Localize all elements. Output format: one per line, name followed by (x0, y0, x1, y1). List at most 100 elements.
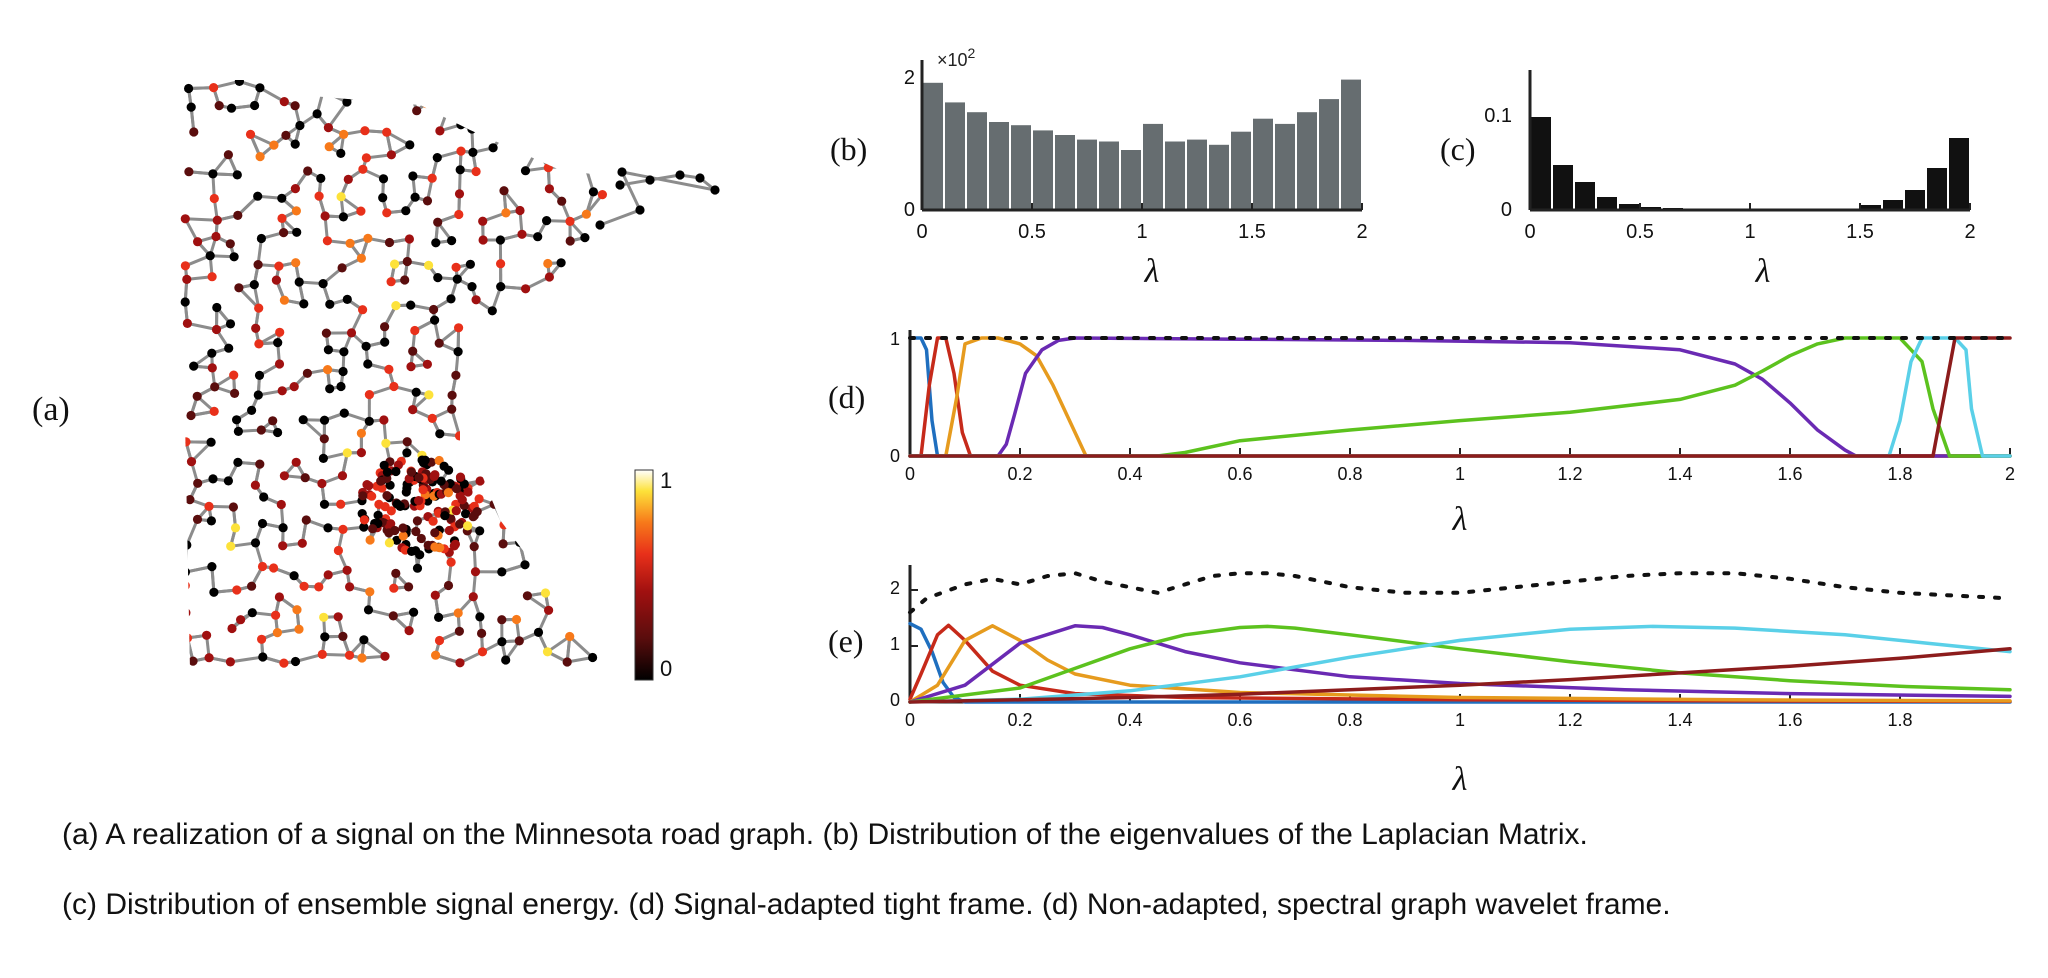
graph-node (254, 303, 264, 313)
graph-node (446, 294, 456, 304)
graph-node (412, 516, 422, 526)
graph-node (474, 494, 484, 504)
graph-edge (621, 170, 716, 192)
filter-response-line (908, 336, 2012, 458)
graph-node (323, 365, 333, 375)
graph-edge (556, 131, 567, 145)
x-tick-label: 1.8 (1887, 464, 1912, 484)
graph-node (338, 631, 348, 642)
graph-node (379, 460, 389, 470)
graph-edge (184, 612, 189, 639)
graph-node (212, 215, 222, 225)
graph-node (380, 337, 390, 347)
graph-node (250, 538, 261, 548)
graph-node (225, 319, 236, 329)
panel-e-label: (e) (828, 623, 864, 659)
road-graph-panel: (a) 1 0 (32, 80, 720, 681)
panel-d-lines (908, 336, 2012, 458)
graph-node (542, 647, 553, 657)
histogram-bar (1121, 150, 1141, 210)
graph-node (379, 415, 389, 425)
graph-node (333, 545, 343, 556)
graph-node (544, 184, 555, 194)
graph-node (382, 127, 392, 137)
x-tick-label: 1.5 (1238, 221, 1266, 243)
graph-node (447, 390, 457, 400)
graph-node (236, 615, 246, 625)
graph-node (382, 491, 392, 501)
graph-edge (237, 286, 260, 310)
graph-node (429, 304, 439, 315)
graph-node (233, 210, 243, 220)
graph-node (497, 567, 507, 577)
graph-node (299, 299, 309, 309)
graph-node (192, 391, 202, 401)
graph-node (277, 213, 287, 223)
graph-node (257, 634, 267, 644)
graph-node (298, 415, 308, 425)
histogram-bar (1949, 138, 1969, 210)
graph-node (249, 280, 259, 290)
graph-node (443, 488, 453, 498)
graph-node (542, 216, 552, 226)
graph-node (193, 478, 203, 488)
graph-node (301, 515, 311, 525)
graph-node (455, 658, 465, 668)
graph-node (451, 262, 461, 272)
graph-node (391, 301, 401, 311)
graph-node (544, 605, 554, 615)
graph-node (206, 516, 216, 526)
graph-node (380, 322, 390, 332)
graph-node (406, 362, 416, 372)
graph-node (408, 171, 418, 181)
graph-edge (446, 107, 463, 126)
panel-d-ytick-0: 0 (890, 446, 900, 466)
graph-node (463, 487, 473, 497)
graph-edge (450, 408, 461, 437)
graph-extra-nodes (595, 167, 720, 230)
graph-node (406, 300, 416, 310)
graph-node (259, 492, 269, 502)
graph-node (452, 274, 462, 284)
graph-node (319, 499, 330, 509)
graph-node (520, 166, 531, 176)
graph-node (180, 567, 190, 577)
graph-node (402, 483, 412, 493)
graph-node (443, 104, 453, 114)
graph-node (226, 541, 236, 551)
graph-node (274, 261, 284, 271)
graph-node (553, 139, 563, 149)
graph-node (359, 515, 369, 525)
graph-node (454, 431, 465, 441)
graph-node (451, 370, 461, 380)
caption-line-1: (a) A realization of a signal on the Min… (62, 818, 1588, 851)
graph-node (412, 563, 423, 573)
graph-node (471, 166, 481, 177)
graph-edge (346, 81, 374, 104)
graph-edge (565, 83, 587, 114)
x-tick-label: 2 (2005, 464, 2015, 484)
graph-node (417, 455, 427, 465)
graph-node (416, 533, 426, 544)
graph-node (358, 164, 368, 174)
graph-node (323, 523, 333, 533)
graph-node (635, 205, 645, 215)
graph-node (422, 359, 432, 369)
graph-node (303, 166, 313, 176)
graph-node (384, 528, 394, 538)
graph-node (184, 167, 194, 177)
graph-node (272, 628, 282, 638)
graph-node (253, 191, 263, 201)
graph-node (389, 80, 399, 88)
graph-edge (295, 652, 323, 663)
graph-node (339, 408, 349, 418)
graph-node (365, 535, 375, 545)
graph-node (232, 585, 242, 595)
graph-node (533, 232, 543, 242)
graph-node (255, 152, 265, 162)
panel-d-xtick-labels: 0 0.2 0.4 0.6 0.8 1 1.2 1.4 1.6 1.8 2 (905, 464, 2015, 484)
graph-node (522, 591, 533, 601)
graph-node (446, 557, 456, 567)
graph-node (469, 81, 479, 91)
graph-node (324, 142, 334, 152)
